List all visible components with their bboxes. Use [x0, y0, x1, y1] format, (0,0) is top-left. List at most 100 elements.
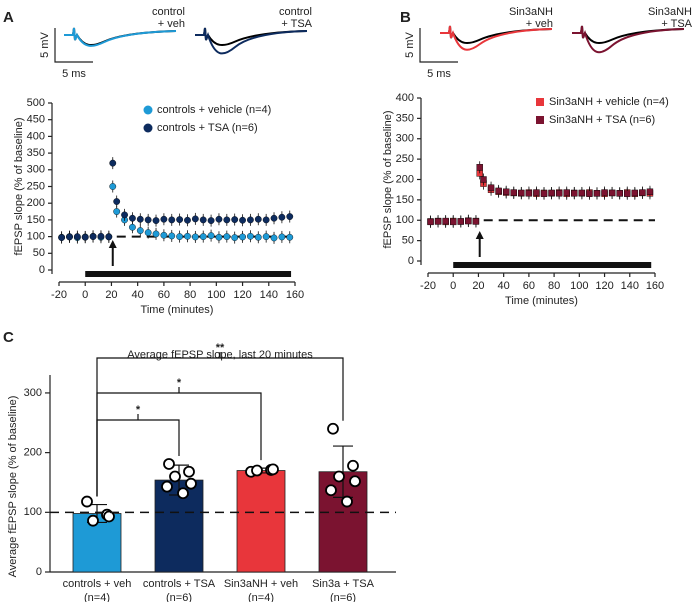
point	[347, 459, 359, 472]
point	[185, 477, 197, 490]
inset-label: + TSA	[281, 18, 312, 30]
x-tick-label: -20	[420, 280, 436, 292]
y-tick-label: 100	[27, 231, 45, 243]
x-tick-label: controls + TSA	[143, 578, 216, 590]
point	[223, 216, 231, 224]
point	[563, 189, 570, 196]
x-tick-sublabel: (n=4)	[84, 592, 110, 602]
point	[427, 218, 434, 226]
point	[184, 216, 191, 224]
point	[616, 190, 623, 197]
y-tick-label: 300	[27, 164, 45, 176]
inset-label: control	[279, 6, 312, 18]
point	[278, 213, 286, 221]
point	[163, 458, 175, 470]
point	[325, 484, 337, 497]
inset-label: control	[152, 6, 185, 18]
point	[199, 233, 207, 241]
point	[571, 190, 578, 197]
point	[502, 188, 510, 195]
y-axis-label: Average fEPSP slope (% of baseline)	[7, 396, 19, 578]
panel-label: C	[3, 329, 14, 346]
point	[231, 234, 239, 242]
point	[89, 233, 97, 241]
point	[207, 217, 215, 224]
point	[176, 233, 184, 241]
scale-label: 5 mV	[39, 32, 51, 58]
legend-marker	[536, 116, 544, 124]
inset-label: + TSA	[661, 18, 692, 30]
x-tick-label: 60	[158, 289, 170, 301]
legend-marker	[143, 105, 153, 115]
y-tick-label: 300	[24, 387, 42, 399]
point	[442, 217, 449, 225]
x-tick-label: 120	[595, 280, 613, 292]
point	[231, 216, 239, 223]
y-tick-label: 350	[396, 112, 414, 124]
point	[270, 214, 278, 222]
point	[152, 217, 160, 224]
point	[624, 190, 631, 197]
point	[525, 190, 533, 197]
trace	[64, 27, 177, 47]
point	[518, 189, 525, 197]
point	[333, 470, 345, 483]
point	[254, 233, 262, 241]
y-tick-label: 450	[27, 114, 45, 126]
point	[105, 233, 113, 241]
panel-label: A	[3, 9, 14, 26]
point	[58, 234, 66, 242]
point	[81, 233, 89, 241]
point	[239, 233, 246, 241]
bar	[236, 470, 286, 573]
y-tick-label: 100	[24, 506, 42, 518]
point	[267, 463, 279, 476]
point	[160, 231, 168, 239]
point	[608, 189, 616, 197]
trace	[572, 25, 685, 54]
y-tick-label: 100	[396, 214, 414, 226]
point	[152, 230, 160, 238]
point	[586, 190, 593, 197]
point	[73, 233, 81, 241]
significance-bracket	[96, 357, 344, 497]
point	[476, 164, 483, 171]
x-tick-label: -20	[51, 289, 67, 301]
x-tick-label: 60	[523, 280, 535, 292]
point	[247, 216, 254, 224]
legend-marker	[536, 98, 544, 106]
scale-bar	[419, 28, 458, 63]
point	[646, 188, 654, 195]
significance-label: *	[177, 377, 182, 389]
point	[262, 233, 270, 241]
x-tick-label: 0	[82, 289, 88, 301]
point	[121, 211, 128, 219]
point	[103, 510, 115, 523]
point	[495, 187, 502, 195]
trace	[440, 25, 553, 51]
point	[254, 215, 262, 223]
legend-label: Sin3aNH + TSA (n=6)	[549, 114, 655, 126]
point	[87, 514, 99, 527]
point	[286, 213, 294, 220]
y-axis-label: fEPSP slope (% of baseline)	[382, 111, 394, 249]
y-tick-label: 0	[39, 264, 45, 276]
point	[247, 232, 254, 240]
y-tick-label: 200	[24, 447, 42, 459]
x-tick-label: 140	[260, 289, 278, 301]
x-tick-label: 100	[207, 289, 225, 301]
y-tick-label: 150	[27, 214, 45, 226]
x-tick-sublabel: (n=6)	[330, 592, 356, 602]
point	[270, 234, 278, 242]
point	[191, 215, 199, 223]
point	[341, 495, 353, 508]
point	[109, 183, 117, 190]
point	[540, 190, 548, 197]
point	[168, 216, 176, 224]
x-tick-label: 120	[233, 289, 251, 301]
point	[223, 233, 231, 241]
treatment-bar	[453, 262, 652, 268]
x-tick-sublabel: (n=6)	[166, 592, 192, 602]
point	[144, 216, 152, 224]
y-tick-label: 0	[408, 255, 414, 267]
